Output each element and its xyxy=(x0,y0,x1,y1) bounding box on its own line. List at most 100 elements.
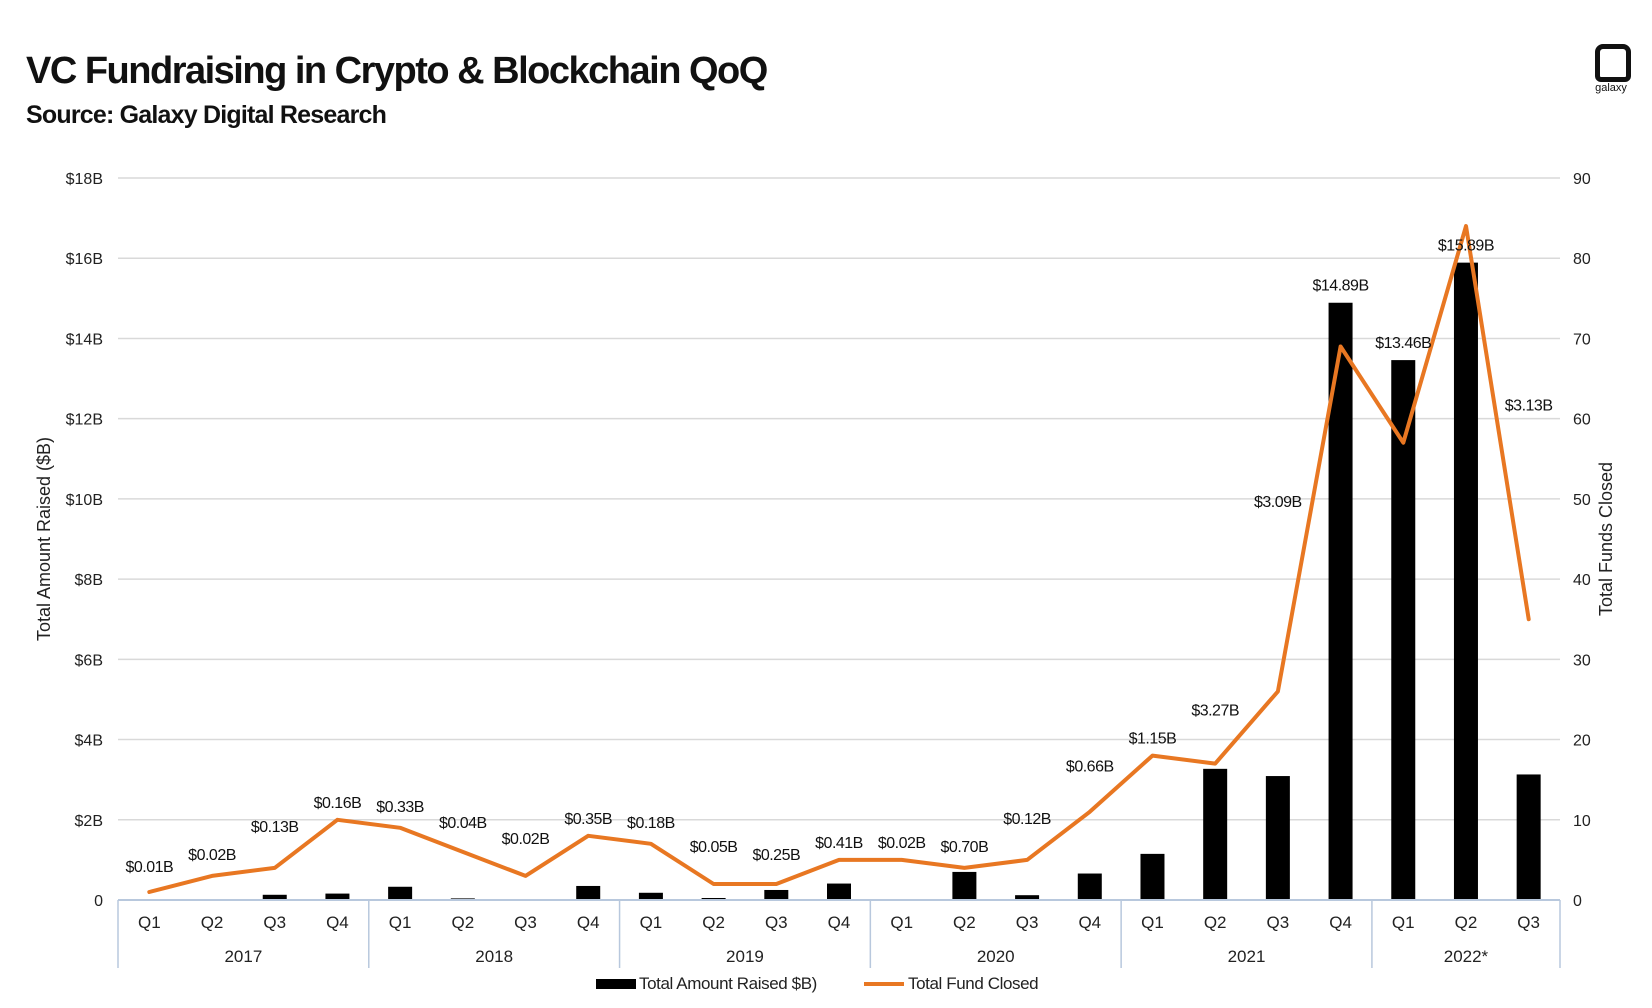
bar-data-label: $0.02B xyxy=(878,835,926,852)
year-label: 2018 xyxy=(475,947,513,966)
bar-data-label: $13.46B xyxy=(1375,335,1431,352)
bar xyxy=(701,897,726,900)
y-right-tick-label: 40 xyxy=(1573,572,1591,589)
x-tick-label: Q1 xyxy=(890,913,913,932)
bar-data-label: $0.25B xyxy=(752,847,800,864)
bar xyxy=(1140,853,1165,900)
x-tick-label: Q3 xyxy=(1517,913,1540,932)
y-right-tick-label: 60 xyxy=(1573,412,1591,429)
bar-data-label: $0.70B xyxy=(941,839,989,856)
bar-data-label: $0.12B xyxy=(1003,811,1051,828)
logo-text: galaxy xyxy=(1595,82,1627,94)
bar-data-label: $0.33B xyxy=(376,799,424,816)
galaxy-logo: galaxy xyxy=(1585,42,1639,102)
bar xyxy=(325,893,350,900)
x-tick-label: Q1 xyxy=(1141,913,1164,932)
bar-data-label: $0.04B xyxy=(439,815,487,832)
x-tick-label: Q2 xyxy=(1204,913,1227,932)
year-label: 2021 xyxy=(1228,947,1266,966)
x-tick-label: Q2 xyxy=(702,913,725,932)
bar xyxy=(1516,774,1541,900)
y-tick-label: $10B xyxy=(66,492,103,509)
year-label: 2017 xyxy=(224,947,262,966)
legend: Total Amount Raised $B) Total Fund Closed xyxy=(596,974,1039,993)
x-tick-label: Q1 xyxy=(640,913,663,932)
bar xyxy=(952,871,977,900)
series-line xyxy=(147,224,1531,894)
bar-data-label: $1.15B xyxy=(1129,731,1177,748)
bar-data-label: $3.13B xyxy=(1505,398,1553,415)
x-tick-label: Q4 xyxy=(1078,913,1101,932)
y-tick-label: $14B xyxy=(66,331,103,348)
y-tick-label: $4B xyxy=(75,733,103,750)
gridlines xyxy=(118,177,1560,821)
y-right-tick-label: 0 xyxy=(1573,893,1582,910)
y-right-tick-label: 90 xyxy=(1573,171,1591,188)
year-label: 2022* xyxy=(1444,947,1489,966)
x-tick-label: Q3 xyxy=(263,913,286,932)
x-tick-label: Q1 xyxy=(389,913,412,932)
bar-data-label: $0.66B xyxy=(1066,759,1114,776)
bar-data-label: $0.02B xyxy=(502,831,550,848)
legend-line-label: Total Fund Closed xyxy=(908,974,1038,993)
bars xyxy=(137,262,1541,901)
bar xyxy=(827,883,851,900)
y-right-tick-label: 80 xyxy=(1573,251,1591,268)
y-axis-right: 0 10 20 30 40 50 60 70 80 90 Total Funds Closed xyxy=(1573,171,1616,910)
legend-bar-swatch xyxy=(596,979,636,989)
galaxy-logo-icon xyxy=(1595,44,1631,82)
bar-data-label: $0.05B xyxy=(690,839,738,856)
chart-subtitle: Source: Galaxy Digital Research xyxy=(26,101,387,129)
bar-data-label: $0.16B xyxy=(314,795,362,812)
bar-data-label: $0.13B xyxy=(251,819,299,836)
y-right-tick-label: 30 xyxy=(1573,652,1591,669)
bar-data-label: $0.01B xyxy=(125,859,173,876)
x-tick-label: Q3 xyxy=(1016,913,1039,932)
x-tick-label: Q3 xyxy=(765,913,788,932)
y-axis-left: 0 $2B $4B $6B $8B $10B $12B $14B $16B $18B Total A… xyxy=(34,171,103,910)
bar xyxy=(1077,873,1102,900)
y-tick-label: $16B xyxy=(66,251,103,268)
bar xyxy=(388,886,413,900)
bar xyxy=(1328,302,1353,900)
bar xyxy=(1391,360,1416,900)
y-right-tick-label: 10 xyxy=(1573,813,1591,830)
bar xyxy=(1015,895,1040,900)
x-tick-label: Q4 xyxy=(326,913,349,932)
y-tick-label: $12B xyxy=(66,412,103,429)
data-labels: $0.01B $0.02B $0.13B $0.16B $0.33B $0.04B $0.0… xyxy=(125,238,1553,876)
y-right-tick-label: 70 xyxy=(1573,331,1591,348)
x-tick-label: Q3 xyxy=(514,913,537,932)
bar xyxy=(1265,776,1290,900)
legend-bar-label: Total Amount Raised $B) xyxy=(639,974,817,993)
x-tick-label: Q2 xyxy=(451,913,474,932)
bar-data-label: $3.09B xyxy=(1254,494,1302,511)
x-tick-label: Q1 xyxy=(1392,913,1415,932)
y-tick-label: $18B xyxy=(66,171,103,188)
bar-data-label: $0.35B xyxy=(564,811,612,828)
y-tick-label: $2B xyxy=(75,813,103,830)
x-tick-label: Q2 xyxy=(953,913,976,932)
x-tick-label: Q4 xyxy=(1329,913,1352,932)
x-tick-label: Q1 xyxy=(138,913,161,932)
y-right-axis-title: Total Funds Closed xyxy=(1596,462,1616,616)
bar xyxy=(1453,262,1478,901)
bar-data-label: $0.18B xyxy=(627,815,675,832)
x-tick-label: Q4 xyxy=(828,913,851,932)
bar xyxy=(262,894,287,900)
y-right-tick-label: 20 xyxy=(1573,733,1591,750)
bar xyxy=(764,889,789,900)
bar-data-label: $0.02B xyxy=(188,847,236,864)
x-tick-label: Q2 xyxy=(201,913,224,932)
year-label: 2019 xyxy=(726,947,764,966)
bar-data-label: $0.41B xyxy=(815,835,863,852)
bar xyxy=(638,892,663,900)
bar-data-label: $3.27B xyxy=(1191,703,1239,720)
y-tick-label: 0 xyxy=(94,893,103,910)
bar xyxy=(576,885,601,900)
x-tick-label: Q2 xyxy=(1455,913,1478,932)
bar-data-label: $15.89B xyxy=(1438,238,1494,255)
chart-title: VC Fundraising in Crypto & Blockchain Qo… xyxy=(26,50,768,92)
x-tick-label: Q3 xyxy=(1267,913,1290,932)
